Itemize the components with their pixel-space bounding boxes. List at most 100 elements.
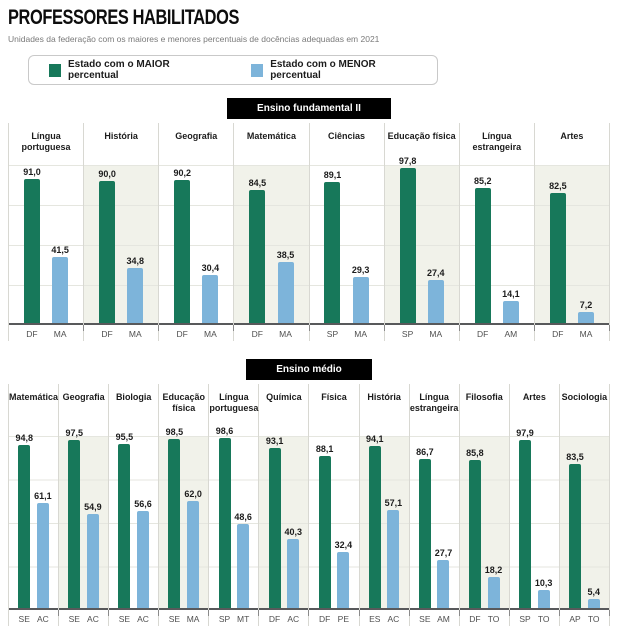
chart-column: Geografia 90,2 30,4 DF MA bbox=[159, 123, 235, 341]
min-state-label: TO bbox=[487, 614, 500, 624]
max-state-label: SE bbox=[68, 614, 80, 624]
max-bar bbox=[174, 180, 191, 323]
max-state-label: DF bbox=[251, 329, 264, 339]
plot-area: 85,8 18,2 bbox=[459, 436, 509, 610]
min-state-label: AM bbox=[437, 614, 450, 624]
legend-item-max: Estado com o MAIOR percentual bbox=[49, 59, 211, 81]
max-state-label: AP bbox=[569, 614, 581, 624]
max-bar bbox=[418, 458, 431, 608]
min-bar bbox=[52, 257, 69, 323]
min-value-label: 48,6 bbox=[234, 512, 252, 523]
min-bar bbox=[587, 598, 600, 608]
max-state-label: DF bbox=[319, 614, 331, 624]
state-labels: SE MA bbox=[159, 610, 208, 626]
min-state-label: MA bbox=[279, 329, 292, 339]
chart-column: Língua estrangeira 85,2 14,1 DF AM bbox=[459, 123, 536, 341]
min-state-label: PE bbox=[337, 614, 349, 624]
plot-area: 97,8 27,4 bbox=[384, 156, 459, 325]
legend-max-label: Estado com o MAIOR percentual bbox=[68, 59, 170, 81]
legend-min-label: Estado com o MENOR percentual bbox=[270, 59, 376, 81]
max-state-label: DF bbox=[268, 614, 281, 624]
chart-column: Filosofia 85,8 18,2 DF TO bbox=[459, 384, 510, 626]
plot-area: 93,1 40,3 bbox=[259, 435, 309, 610]
max-value-label: 98,6 bbox=[215, 426, 234, 437]
min-bar bbox=[36, 502, 49, 608]
max-value-label: 95,5 bbox=[115, 431, 134, 442]
state-labels: DF MA bbox=[9, 325, 83, 341]
max-value-label: 91,0 bbox=[23, 167, 41, 178]
plot-area: 89,1 29,3 bbox=[309, 165, 384, 325]
min-state-label: TO bbox=[587, 614, 600, 624]
max-value-label: 88,1 bbox=[315, 444, 334, 455]
state-labels: SE AC bbox=[109, 610, 158, 626]
chart-column: Ciências 89,1 29,3 SP MA bbox=[309, 123, 385, 341]
state-labels: DF MA bbox=[234, 325, 308, 341]
min-value-label: 34,8 bbox=[126, 256, 145, 267]
subject-label: Língua estrangeira bbox=[472, 131, 522, 152]
chart-panel-medio: Matemática 94,8 61,1 SE AC Geografia 97,5 54,9 S… bbox=[8, 384, 611, 626]
subject-label: Artes bbox=[560, 131, 584, 141]
min-bar bbox=[287, 538, 300, 608]
max-state-label: SP bbox=[218, 614, 231, 624]
page-subtitle: Unidades da federação com os maiores e m… bbox=[8, 34, 380, 44]
chart-column: Biologia 95,5 56,6 SE AC bbox=[109, 384, 160, 626]
min-bar bbox=[537, 590, 550, 608]
subject-label: Língua estrangeira bbox=[409, 392, 459, 413]
plot-area: 86,7 27,7 bbox=[409, 436, 459, 610]
min-state-label: MA bbox=[579, 329, 593, 339]
min-bar bbox=[578, 311, 595, 323]
chart-panel-fundamental: Língua portuguesa 91,0 41,5 DF MA História 90,… bbox=[8, 123, 611, 341]
chart-column: Artes 97,9 10,3 SP TO bbox=[509, 384, 560, 626]
min-bar bbox=[237, 524, 250, 608]
min-value-label: 27,7 bbox=[434, 548, 453, 559]
min-value-label: 29,3 bbox=[351, 264, 370, 275]
state-labels: SP MA bbox=[310, 325, 384, 341]
max-state-label: DF bbox=[469, 614, 481, 624]
min-bar bbox=[387, 509, 400, 608]
max-state-label: SE bbox=[419, 614, 431, 624]
max-bar bbox=[218, 438, 231, 608]
state-labels: DF AM bbox=[460, 325, 534, 341]
state-labels: AP TO bbox=[560, 610, 609, 626]
min-state-label: MA bbox=[429, 329, 443, 339]
subject-label: História bbox=[104, 131, 138, 141]
max-value-label: 93,1 bbox=[265, 435, 284, 446]
max-state-label: SP bbox=[519, 614, 531, 624]
state-labels: SP TO bbox=[510, 610, 559, 626]
plot-area: 98,6 48,6 bbox=[209, 426, 259, 610]
max-value-label: 94,1 bbox=[365, 434, 384, 445]
max-state-label: SE bbox=[118, 614, 131, 624]
max-bar bbox=[468, 460, 481, 608]
plot-area: 98,5 62,0 bbox=[159, 427, 209, 610]
max-state-label: ES bbox=[369, 614, 381, 624]
chart-column: Artes 82,5 7,2 DF MA bbox=[534, 123, 611, 341]
min-bar bbox=[127, 268, 144, 323]
plot-area: 82,5 7,2 bbox=[534, 165, 609, 325]
chart-column: Matemática 84,5 38,5 DF MA bbox=[234, 123, 310, 341]
min-value-label: 54,9 bbox=[84, 501, 102, 512]
max-state-label: DF bbox=[552, 329, 564, 339]
max-bar bbox=[549, 192, 566, 323]
state-labels: SE AC bbox=[59, 610, 108, 626]
min-state-label: AC bbox=[137, 614, 149, 624]
min-value-label: 62,0 bbox=[184, 489, 202, 500]
plot-area: 94,8 61,1 bbox=[9, 433, 59, 610]
state-labels: DF TO bbox=[460, 610, 509, 626]
legend-item-min: Estado com o MENOR percentual bbox=[251, 59, 417, 81]
max-state-label: DF bbox=[176, 329, 188, 339]
subject-label: Filosofia bbox=[465, 392, 503, 402]
min-state-label: MA bbox=[204, 329, 217, 339]
min-value-label: 56,6 bbox=[134, 498, 152, 509]
min-value-label: 5,4 bbox=[587, 586, 600, 597]
max-state-label: SE bbox=[168, 614, 181, 624]
max-bar bbox=[518, 439, 531, 608]
min-state-label: MT bbox=[237, 614, 250, 624]
min-bar bbox=[437, 560, 450, 608]
plot-area: 83,5 5,4 bbox=[559, 436, 609, 610]
min-bar bbox=[137, 510, 150, 608]
legend: Estado com o MAIOR percentual Estado com… bbox=[28, 55, 438, 85]
min-value-label: 30,4 bbox=[201, 262, 220, 273]
subject-label: Matemática bbox=[9, 392, 59, 402]
min-state-label: AC bbox=[36, 614, 49, 624]
state-labels: SE AM bbox=[410, 610, 459, 626]
